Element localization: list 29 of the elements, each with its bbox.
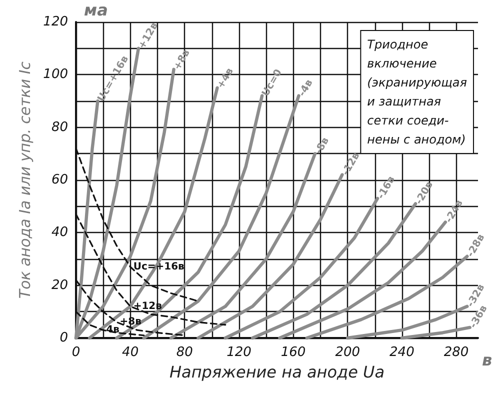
text: в bbox=[482, 350, 492, 370]
x-tick-label: 240 bbox=[390, 345, 414, 360]
line-series bbox=[224, 196, 380, 340]
line-series bbox=[346, 304, 469, 340]
text: -4в bbox=[296, 78, 316, 98]
text: ма bbox=[84, 0, 108, 20]
x-tick-label: 40 bbox=[122, 345, 139, 360]
line-series bbox=[196, 173, 344, 340]
y-tick-label: 20 bbox=[51, 278, 68, 293]
annotation: Триодное включение (экранирующая и защитная сетки соеди- нены с анодом) bbox=[367, 38, 467, 146]
series-label: Uc=+16в bbox=[133, 261, 184, 272]
line-series bbox=[278, 220, 448, 340]
line-series bbox=[305, 254, 469, 340]
x-tick-label: 280 bbox=[444, 345, 469, 360]
x-tick-label: 120 bbox=[226, 345, 252, 360]
x-tick-label: 200 bbox=[335, 345, 360, 360]
y-tick-label: 40 bbox=[51, 225, 68, 240]
x-tick-label: 160 bbox=[280, 345, 306, 360]
y-tick-label: 100 bbox=[43, 67, 68, 82]
y-axis-title: Ток анода Iа или упр. сетки Ic bbox=[16, 60, 34, 299]
text: -8в bbox=[313, 136, 332, 156]
y-tick-label: 120 bbox=[43, 14, 68, 30]
x-tick-label: 0 bbox=[72, 345, 80, 360]
x-axis-title: Напряжение на аноде Uа bbox=[169, 362, 385, 382]
line-series bbox=[250, 202, 418, 340]
x-tick-label: 80 bbox=[176, 345, 193, 360]
y-tick-label: 0 bbox=[60, 330, 68, 346]
y-tick-label: 80 bbox=[51, 120, 68, 135]
y-tick-label: 60 bbox=[51, 172, 68, 188]
